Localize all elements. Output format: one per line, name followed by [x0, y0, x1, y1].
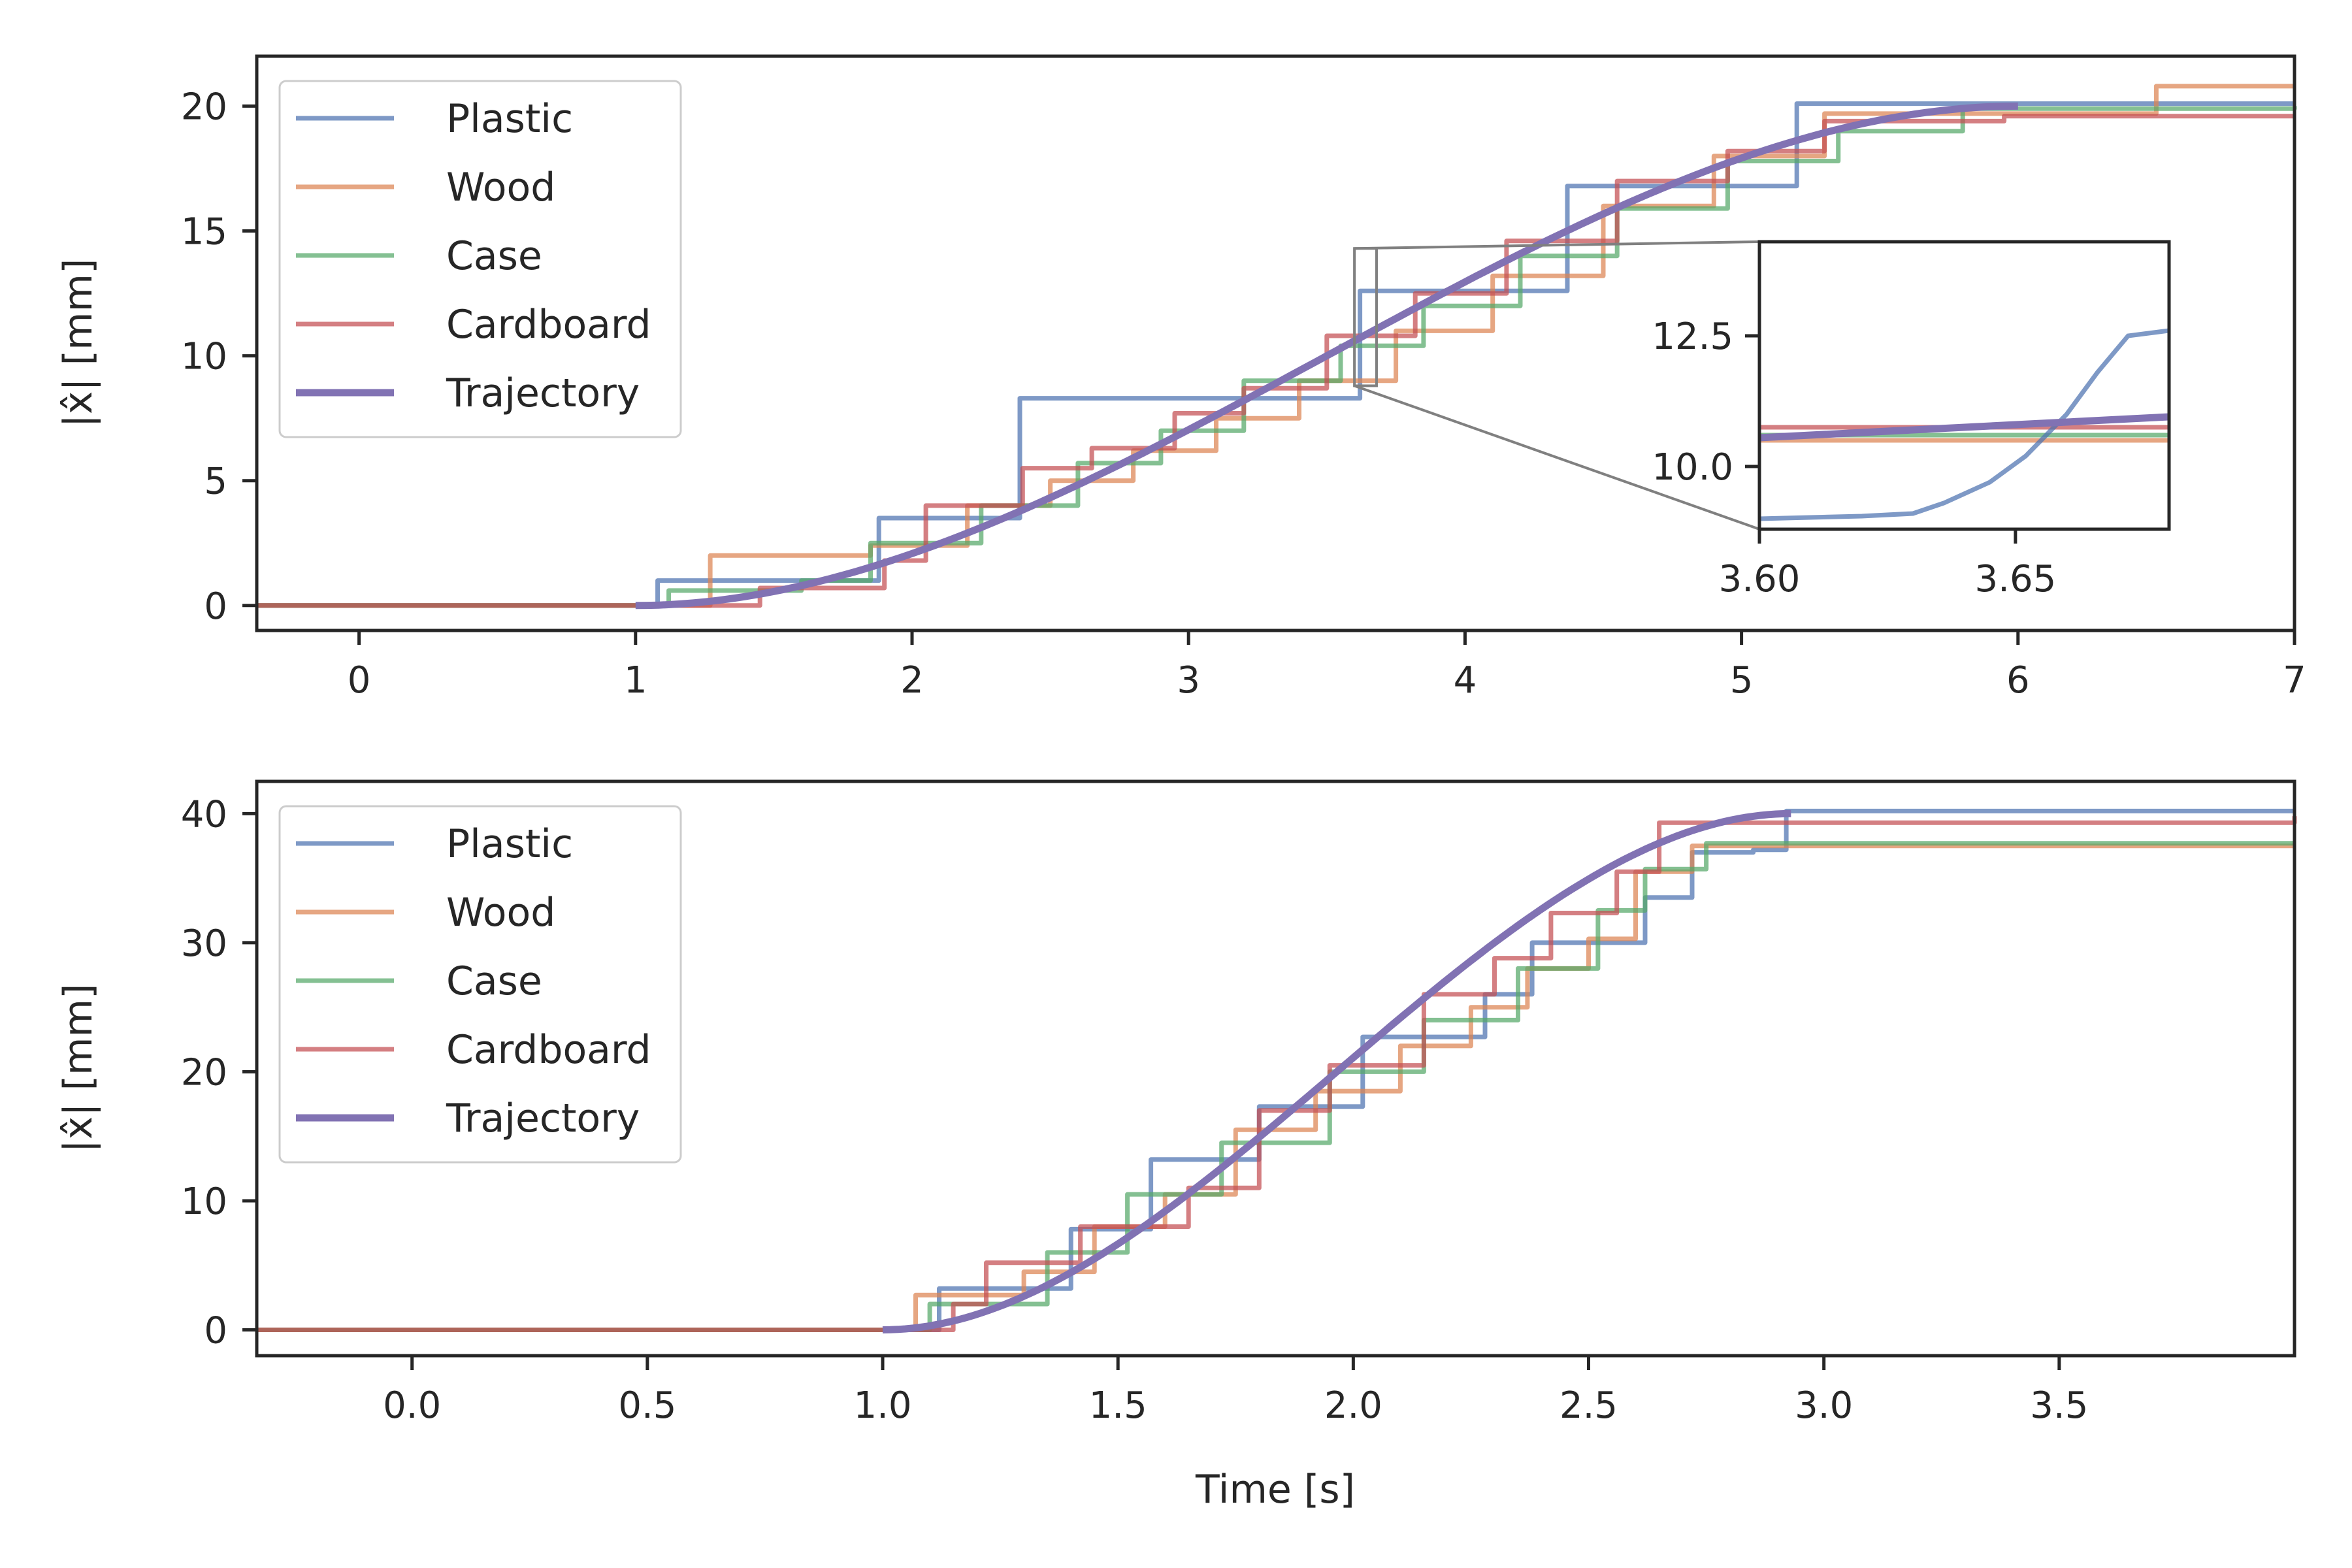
bottom-x-tick-label: 0.0 [383, 1384, 441, 1427]
top-series-cardboard [257, 114, 2295, 608]
top-x-tick-label: 0 [348, 659, 371, 702]
top-x-ticks: 0 1 2 3 4 5 6 7 [348, 630, 2306, 702]
top-panel: 0 1 2 3 4 5 6 7 0 5 10 15 20 |x̂| [mm] 3.60 3.65 10.0… [56, 54, 2306, 702]
top-y-tick-label: 20 [181, 86, 227, 128]
bottom-legend-label-wood: Wood [446, 890, 555, 936]
top-y-tick-label: 5 [204, 461, 227, 503]
top-x-tick-label: 3 [1177, 659, 1200, 702]
top-series-plastic [257, 101, 2295, 608]
inset-series-plastic [1759, 328, 2169, 521]
top-x-tick-label: 7 [2283, 659, 2306, 702]
zoom-connector-bottom [1354, 384, 1760, 531]
bottom-x-ticks: 0.0 0.5 1.0 1.5 2.0 2.5 3.0 3.5 [383, 1356, 2088, 1427]
bottom-y-tick-label: 10 [181, 1181, 227, 1223]
inset-x-tick-label: 3.60 [1719, 558, 1801, 600]
inset-x-tick-label: 3.65 [1975, 558, 2057, 600]
bottom-x-tick-label: 3.5 [2030, 1384, 2088, 1427]
top-series-trajectory [635, 102, 2018, 610]
top-series-wood [257, 84, 2295, 608]
top-x-tick-label: 6 [2006, 659, 2030, 702]
inset-y-tick-label: 12.5 [1652, 316, 1733, 358]
bottom-y-axis-label: |x̂| [mm] [56, 984, 101, 1153]
inset-frame [1757, 240, 2171, 531]
bottom-legend-box [278, 805, 682, 1164]
top-legend-label-trajectory: Trajectory [446, 370, 640, 416]
top-legend-label-plastic: Plastic [446, 96, 573, 142]
bottom-series-case [257, 841, 2295, 1332]
top-axes-frame [255, 54, 2296, 632]
bottom-y-tick-label: 40 [181, 793, 227, 836]
top-legend-label-wood: Wood [446, 165, 555, 210]
bottom-x-tick-label: 1.5 [1089, 1384, 1147, 1427]
top-y-ticks: 0 5 10 15 20 [181, 86, 257, 628]
bottom-x-tick-label: 3.0 [1795, 1384, 1853, 1427]
bottom-panel: 0.0 0.5 1.0 1.5 2.0 2.5 3.0 3.5 0 10 20 30 40 |x̂| … [56, 779, 2297, 1512]
top-y-tick-label: 0 [204, 585, 227, 628]
bottom-y-tick-label: 30 [181, 923, 227, 965]
bottom-legend: Plastic Wood Case Cardboard Trajectory [278, 805, 682, 1164]
top-legend: Plastic Wood Case Cardboard Trajectory [278, 80, 682, 438]
bottom-legend-label-cardboard: Cardboard [446, 1027, 651, 1073]
bottom-series-wood [257, 843, 2295, 1332]
bottom-axes-frame [255, 779, 2296, 1358]
bottom-x-tick-label: 1.0 [853, 1384, 911, 1427]
bottom-legend-label-trajectory: Trajectory [446, 1096, 640, 1141]
bottom-x-tick-label: 0.5 [618, 1384, 676, 1427]
bottom-x-tick-label: 2.0 [1324, 1384, 1382, 1427]
top-x-tick-label: 1 [624, 659, 647, 702]
bottom-series-trajectory [882, 809, 1791, 1333]
inset-background [1759, 242, 2169, 529]
inset-ticks: 3.60 3.65 10.0 12.5 [1652, 316, 2056, 600]
inset-zoom-indicator [1353, 240, 1760, 531]
top-y-axis-label: |x̂| [mm] [56, 259, 101, 428]
zoom-connector-top [1354, 240, 1760, 250]
top-series-case [257, 106, 2297, 608]
bottom-series-cardboard [257, 816, 2297, 1332]
top-legend-label-case: Case [446, 233, 542, 279]
top-x-tick-label: 2 [900, 659, 924, 702]
bottom-legend-label-case: Case [446, 958, 542, 1004]
bottom-y-tick-label: 0 [204, 1309, 227, 1352]
top-x-tick-label: 5 [1730, 659, 1754, 702]
top-y-tick-label: 10 [181, 336, 227, 378]
bottom-series-plastic [257, 808, 2295, 1332]
bottom-y-ticks: 0 10 20 30 40 [181, 793, 257, 1352]
bottom-x-tick-label: 2.5 [1560, 1384, 1618, 1427]
inset-y-tick-label: 10.0 [1652, 446, 1733, 489]
bottom-series-group [257, 808, 2297, 1333]
top-legend-box [278, 80, 682, 438]
top-legend-label-cardboard: Cardboard [446, 302, 651, 348]
inset-series-trajectory [1759, 413, 2169, 442]
inset-series-group [1759, 328, 2169, 521]
top-y-tick-label: 15 [181, 211, 227, 253]
bottom-legend-label-plastic: Plastic [446, 821, 573, 867]
top-series-group [257, 84, 2297, 610]
bottom-y-tick-label: 20 [181, 1051, 227, 1094]
top-x-tick-label: 4 [1454, 659, 1477, 702]
bottom-x-axis-label: Time [s] [1195, 1467, 1355, 1512]
inset-axes: 3.60 3.65 10.0 12.5 [1652, 240, 2171, 600]
